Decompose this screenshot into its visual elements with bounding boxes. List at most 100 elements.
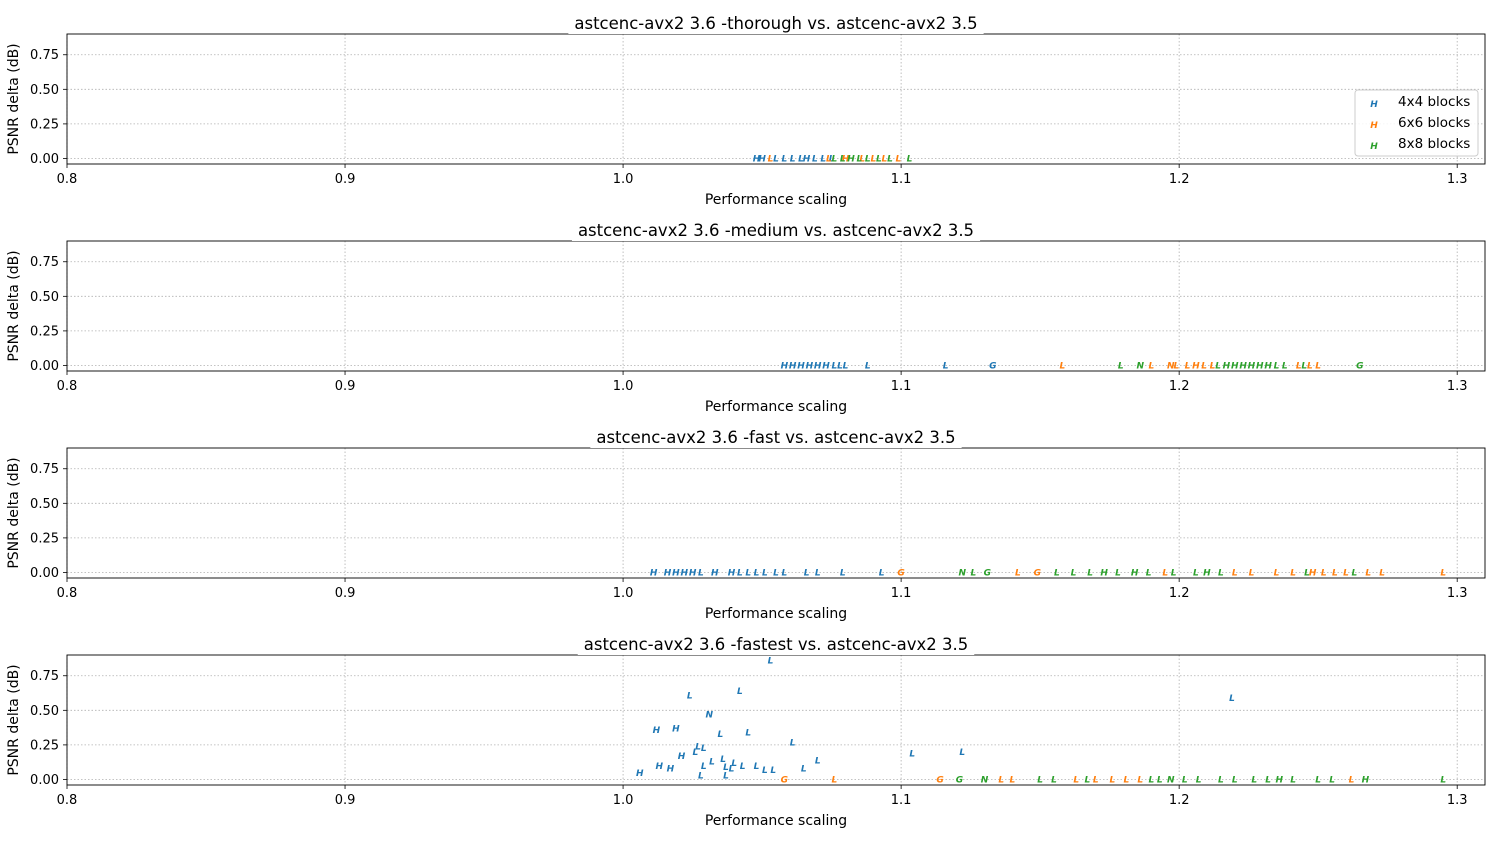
- data-point-8x8: L: [1440, 776, 1446, 786]
- chart-title-background: [568, 13, 984, 34]
- data-point-4x4: L: [695, 742, 701, 752]
- data-point-4x4: L: [723, 772, 729, 782]
- y-axis-label: PSNR delta (dB): [6, 664, 22, 775]
- data-point-8x8: L: [1051, 776, 1057, 786]
- data-point-4x4: L: [829, 155, 835, 165]
- data-point-4x4: L: [812, 155, 818, 165]
- x-axis-label: Performance scaling: [705, 192, 847, 208]
- data-point-6x6: L: [1201, 362, 1207, 372]
- data-point-6x6: L: [1009, 776, 1015, 786]
- y-tick-label: 0.75: [30, 255, 59, 270]
- x-tick-label: 0.9: [335, 793, 356, 808]
- legend-marker-8x8: H: [1370, 142, 1378, 152]
- chart-title-background: [590, 427, 962, 448]
- x-tick-label: 1.2: [1169, 172, 1190, 187]
- data-point-6x6: L: [1440, 569, 1446, 579]
- data-point-4x4: L: [801, 765, 807, 775]
- data-point-6x6: L: [1148, 362, 1154, 372]
- data-point-4x4: L: [687, 691, 693, 701]
- y-tick-label: 0.50: [30, 83, 59, 98]
- data-point-4x4: L: [790, 155, 796, 165]
- data-point-8x8: L: [1265, 776, 1271, 786]
- data-point-4x4: H: [728, 569, 736, 579]
- y-tick-label: 0.75: [30, 48, 59, 63]
- axes-frame: [66, 447, 1486, 579]
- data-point-8x8: L: [876, 155, 882, 165]
- x-tick-label: 1.1: [891, 793, 912, 808]
- data-point-4x4: H: [797, 362, 805, 372]
- data-point-8x8: L: [865, 155, 871, 165]
- data-point-6x6: G: [1034, 569, 1041, 579]
- data-point-4x4: L: [729, 765, 735, 775]
- data-point-6x6: L: [1307, 362, 1313, 372]
- data-point-8x8: G: [984, 569, 991, 579]
- data-point-4x4: L: [909, 749, 915, 759]
- data-point-8x8: L: [1157, 776, 1163, 786]
- data-point-8x8: L: [1218, 569, 1224, 579]
- data-point-8x8: H: [1362, 776, 1370, 786]
- data-point-8x8: L: [1274, 362, 1280, 372]
- data-point-8x8: L: [1351, 569, 1357, 579]
- y-tick-label: 0.50: [30, 290, 59, 305]
- data-point-6x6: L: [832, 776, 838, 786]
- legend: H 4x4 blocks H 6x6 blocks H 8x8 blocks: [1354, 89, 1479, 157]
- data-point-4x4: L: [815, 569, 821, 579]
- data-point-4x4: H: [678, 752, 686, 762]
- x-tick-label: 1.2: [1169, 586, 1190, 601]
- y-tick-label: 0.50: [30, 497, 59, 512]
- data-point-6x6: L: [1332, 569, 1338, 579]
- data-point-6x6: L: [1379, 569, 1385, 579]
- data-point-6x6: L: [1093, 776, 1099, 786]
- data-point-8x8: N: [959, 569, 967, 579]
- data-point-4x4: L: [762, 766, 768, 776]
- y-tick-label: 0.25: [30, 738, 59, 753]
- x-tick-label: 1.3: [1447, 793, 1468, 808]
- x-tick-label: 1.0: [613, 586, 634, 601]
- data-point-4x4: L: [754, 569, 760, 579]
- data-point-6x6: G: [936, 776, 943, 786]
- data-point-4x4: L: [720, 755, 726, 765]
- data-point-8x8: L: [1196, 776, 1202, 786]
- data-point-4x4: H: [672, 569, 680, 579]
- data-point-8x8: N: [1136, 362, 1144, 372]
- data-point-4x4: H: [680, 569, 688, 579]
- y-tick-label: 0.75: [30, 462, 59, 477]
- axes-frame: [66, 240, 1486, 372]
- data-point-8x8: L: [1218, 776, 1224, 786]
- data-point-8x8: H: [1231, 362, 1239, 372]
- data-point-6x6: L: [1349, 776, 1355, 786]
- data-point-4x4: H: [711, 569, 719, 579]
- x-tick-label: 1.0: [613, 793, 634, 808]
- y-axis-label: PSNR delta (dB): [6, 250, 22, 361]
- chart-panel: 0.8 0.9 1.0 1.1 1.2 1.30.000.250.500.75H H H H H L…: [6, 427, 1486, 622]
- x-tick-label: 1.3: [1447, 172, 1468, 187]
- y-tick-label: 0.25: [30, 117, 59, 132]
- data-point-4x4: L: [773, 155, 779, 165]
- data-point-8x8: H: [1239, 362, 1247, 372]
- data-point-4x4: H: [667, 765, 675, 775]
- data-point-6x6: L: [768, 155, 774, 165]
- y-axis-label: PSNR delta (dB): [6, 457, 22, 568]
- data-point-6x6: L: [895, 155, 901, 165]
- y-tick-label: 0.25: [30, 324, 59, 339]
- data-point-8x8: L: [1054, 569, 1060, 579]
- x-axis-label: Performance scaling: [705, 399, 847, 415]
- x-tick-label: 1.3: [1447, 379, 1468, 394]
- data-point-4x4: L: [840, 569, 846, 579]
- data-point-8x8: H: [1223, 362, 1231, 372]
- data-point-6x6: L: [1249, 569, 1255, 579]
- data-point-4x4: L: [718, 730, 724, 740]
- data-point-4x4: L: [832, 362, 838, 372]
- data-point-4x4: L: [879, 569, 885, 579]
- y-tick-label: 0.00: [30, 359, 59, 374]
- data-point-4x4: L: [943, 362, 949, 372]
- data-point-4x4: H: [636, 769, 644, 779]
- data-point-4x4: L: [740, 762, 746, 772]
- data-point-8x8: L: [887, 155, 893, 165]
- data-point-4x4: L: [723, 763, 729, 773]
- data-point-8x8: H: [847, 155, 855, 165]
- data-point-8x8: L: [1146, 569, 1152, 579]
- x-tick-label: 0.8: [57, 586, 78, 601]
- data-point-6x6: L: [1232, 569, 1238, 579]
- x-tick-label: 1.0: [613, 172, 634, 187]
